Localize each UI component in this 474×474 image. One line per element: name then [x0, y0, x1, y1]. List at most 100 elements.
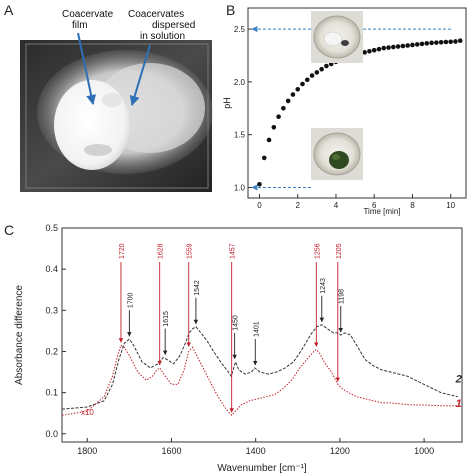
x-tick-label-b: 6	[372, 201, 377, 210]
data-point-b	[395, 44, 401, 49]
x-tick-label-c: 1000	[414, 446, 434, 456]
label-film-line-2: film	[72, 20, 88, 31]
data-point-b	[371, 47, 377, 53]
panel-letter-b: B	[226, 2, 235, 18]
data-point-b	[386, 45, 391, 50]
y-axis-label-b: pH	[222, 97, 232, 109]
x-tick-label-b: 4	[334, 201, 339, 210]
red-peak-label: 1559	[187, 243, 194, 259]
data-point-b	[309, 73, 315, 78]
data-point-b	[362, 50, 367, 55]
y-axis-label-c: Absorbance difference	[14, 285, 25, 385]
panel-letter-a: A	[4, 2, 14, 18]
data-point-b	[300, 81, 305, 87]
data-point-b	[381, 45, 387, 51]
x-tick-label-c: 1400	[246, 446, 266, 456]
panel-letter-c: C	[4, 222, 14, 238]
data-point-b	[438, 40, 444, 45]
y-tick-label-b: 2.5	[234, 25, 246, 34]
data-point-b	[443, 39, 449, 45]
data-point-b	[257, 181, 262, 187]
label-film-line-1: Coacervate	[62, 9, 114, 20]
x-tick-label-c: 1800	[77, 446, 97, 456]
black-peak-label: 1198	[339, 289, 346, 304]
x-tick-label-b: 0	[257, 201, 262, 210]
data-point-b	[367, 48, 372, 54]
data-point-b	[424, 41, 430, 46]
black-peak-label: 1700	[127, 292, 134, 308]
data-point-b	[261, 155, 267, 161]
data-point-b	[314, 70, 320, 75]
black-peak-label: 1401	[253, 321, 260, 337]
black-peak-label: 1542	[194, 280, 201, 296]
data-point-b	[290, 92, 296, 97]
photo-top-dish	[311, 11, 363, 63]
plot-frame-b	[247, 7, 467, 199]
x-axis-label-b: Time [min]	[363, 207, 400, 216]
x-axis-label-c: Wavenumber [cm⁻¹]	[217, 463, 307, 474]
data-point-b	[281, 105, 286, 111]
coacervate-film	[54, 80, 130, 170]
data-point-b	[304, 77, 310, 83]
y-tick-label-b: 1.5	[234, 131, 246, 140]
data-point-b	[400, 43, 406, 49]
label-dispersed-line-3: in solution	[140, 31, 185, 42]
data-point-b	[448, 39, 454, 45]
series-label-1: 1	[456, 398, 462, 410]
series-label-2: 2	[455, 373, 462, 385]
data-point-b	[266, 137, 272, 143]
x-tick-label-c: 1200	[330, 446, 350, 456]
spectrum-line-1	[61, 344, 458, 417]
y-tick-label-c: 0.3	[45, 305, 58, 315]
data-point-b	[453, 39, 458, 44]
red-peak-label: 1256	[314, 243, 321, 259]
data-point-b	[271, 124, 277, 130]
data-point-b	[324, 63, 329, 69]
red-peak-label: 1205	[336, 243, 343, 259]
y-tick-label-b: 1.0	[234, 183, 246, 192]
data-point-b	[457, 38, 463, 44]
scale-note-x10: x10	[81, 408, 94, 417]
label-coacervate-film: Coacervate film	[62, 9, 114, 31]
label-dispersed-line-1: Coacervates	[128, 9, 184, 20]
x-tick-label-c: 1600	[161, 446, 181, 456]
ph-time-chart: 0 2 4 6 8 10 1.0 1.5 2.0 2.5 Time [min] pH	[222, 7, 467, 216]
data-point-b	[414, 42, 420, 47]
y-tick-label-b: 2.0	[234, 78, 246, 87]
photo-bottom-dish	[311, 128, 363, 180]
y-tick-label-c: 0.0	[45, 429, 58, 439]
data-point-b	[434, 40, 439, 45]
dispersed-arrow	[129, 44, 151, 106]
black-peak-label: 1450	[233, 315, 240, 331]
black-peak-label: 1243	[320, 278, 327, 294]
data-point-b	[285, 98, 291, 104]
data-point-b	[295, 86, 301, 92]
x-tick-label-b: 8	[410, 201, 415, 210]
x-tick-label-b: 2	[295, 201, 300, 210]
panel-a-photo	[20, 40, 213, 192]
y-tick-label-c: 0.5	[45, 223, 58, 233]
data-point-b	[276, 114, 281, 120]
data-point-b	[319, 66, 324, 72]
y-tick-label-c: 0.4	[45, 264, 58, 274]
label-dispersed-line-2: dispersed	[152, 20, 195, 31]
data-point-b	[429, 40, 434, 46]
data-point-b	[405, 43, 410, 48]
plot-frame-c	[61, 227, 463, 443]
red-peak-label: 1628	[158, 243, 165, 259]
ftir-spectrum-chart: 1800 1600 1400 1200 1000 0.0 0.1 0.2 0.3 0.4 0.5 Wa…	[14, 223, 463, 474]
film-arrow	[77, 32, 97, 105]
data-point-b	[410, 42, 415, 48]
data-point-b	[391, 44, 396, 50]
y-tick-label-c: 0.1	[45, 388, 58, 398]
red-peak-label: 1457	[230, 243, 237, 259]
data-point-b	[376, 46, 382, 52]
black-peak-label: 1615	[163, 311, 170, 327]
spectrum-line-2	[61, 324, 458, 410]
data-point-b	[419, 41, 425, 47]
x-tick-label-b: 10	[446, 201, 455, 210]
label-coacervates-dispersed: Coacervates dispersed in solution	[128, 9, 195, 42]
red-peak-label: 1720	[119, 243, 126, 259]
y-tick-label-c: 0.2	[45, 346, 58, 356]
